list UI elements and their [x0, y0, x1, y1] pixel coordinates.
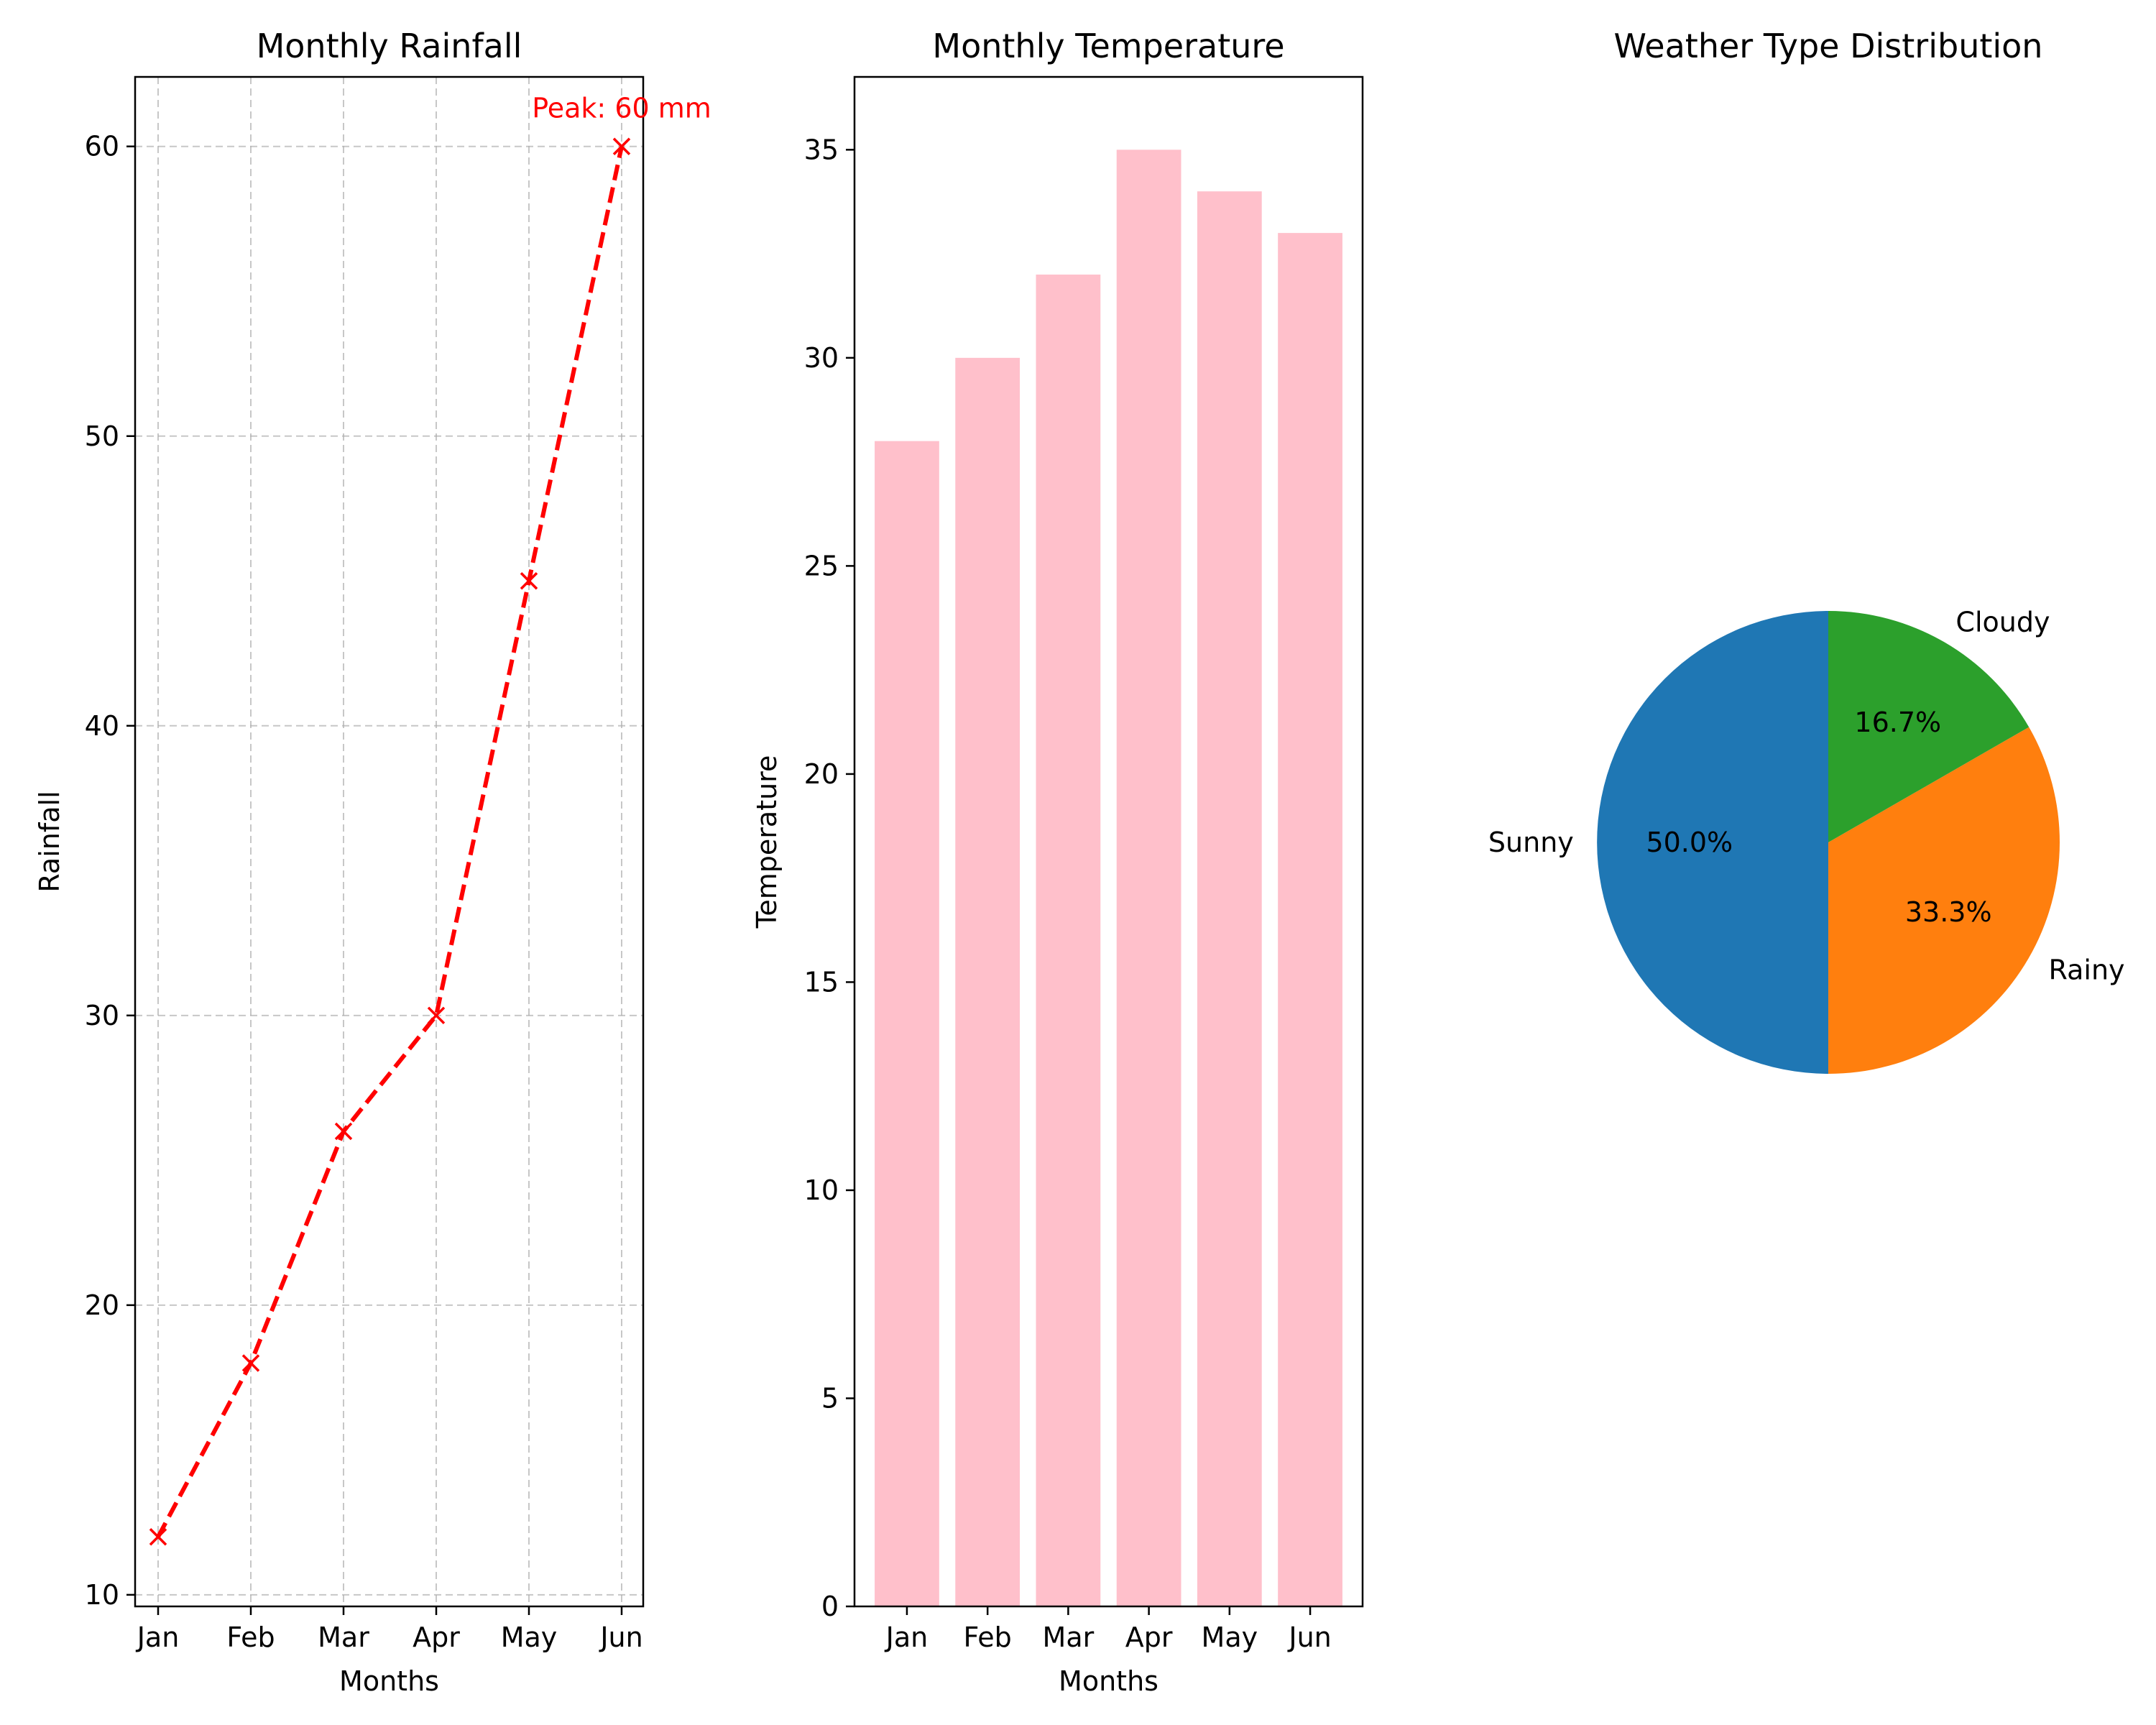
temperature-ticks: 0 5 10 15 20 25 30 35 Jan Feb Mar Apr May Jun [804, 134, 1332, 1653]
temperature-y-tick-label: 0 [821, 1591, 839, 1622]
temperature-y-tick-label: 10 [804, 1174, 839, 1206]
temperature-x-tick-label: Apr [1125, 1622, 1173, 1653]
rainfall-x-tick-label: Apr [413, 1622, 460, 1653]
rainfall-x-tick-label: Jan [136, 1622, 180, 1653]
pie-pct-label: 50.0% [1646, 827, 1733, 858]
temperature-bar [875, 441, 939, 1606]
pie-slices [1597, 611, 2060, 1074]
temperature-y-tick-label: 35 [804, 134, 839, 165]
rainfall-x-tick-label: Feb [226, 1622, 275, 1653]
pie-slice-cloudy [1828, 611, 2030, 842]
rainfall-x-tick-label: Jun [599, 1622, 642, 1653]
temperature-bar-chart: 0 5 10 15 20 25 30 35 Jan Feb Mar Apr May Jun Monthly… [751, 27, 1364, 1697]
rainfall-y-tick-label: 10 [85, 1579, 119, 1611]
rainfall-point [612, 137, 631, 155]
pie-slice-sunny [1597, 611, 1828, 1074]
rainfall-x-tick-label: May [501, 1622, 558, 1653]
rainfall-axes-frame [134, 75, 645, 1608]
rainfall-peak-annotation: Peak: 60 mm [532, 93, 711, 124]
rainfall-line-chart: 10 20 30 40 50 60 Jan Feb Mar Apr May Jun Monthly R… [34, 27, 711, 1697]
temperature-bar [955, 357, 1021, 1606]
rainfall-ticks: 10 20 30 40 50 60 Jan Feb Mar Apr May Jun [85, 131, 643, 1653]
pie-slice-rainy [1828, 727, 2060, 1074]
rainfall-point [520, 572, 538, 590]
rainfall-point [427, 1006, 446, 1025]
temperature-chart-title: Monthly Temperature [932, 27, 1284, 65]
temperature-y-tick-label: 20 [804, 758, 839, 790]
rainfall-point [149, 1528, 167, 1546]
rainfall-x-axis-label: Months [339, 1665, 439, 1697]
temperature-y-tick-label: 30 [804, 342, 839, 374]
rainfall-grid [135, 77, 643, 1606]
pie-label: Rainy [2049, 954, 2125, 985]
rainfall-series [149, 137, 631, 1546]
temperature-x-tick-label: Jun [1287, 1622, 1331, 1653]
temperature-x-tick-label: Mar [1043, 1622, 1095, 1653]
temperature-y-axis-label: Temperature [751, 755, 783, 929]
rainfall-y-tick-label: 60 [85, 131, 119, 162]
rainfall-line [156, 146, 624, 1538]
pie-pct-label: 16.7% [1854, 707, 1941, 738]
temperature-axes-frame [853, 75, 1364, 1608]
temperature-bar [1116, 150, 1181, 1606]
temperature-bars [875, 150, 1342, 1607]
rainfall-y-tick-label: 30 [85, 1000, 119, 1031]
temperature-x-tick-label: Feb [964, 1622, 1012, 1653]
temperature-bar [1197, 191, 1262, 1607]
temperature-bar [1036, 275, 1101, 1606]
rainfall-y-axis-label: Rainfall [34, 791, 65, 892]
pie-pct-label: 33.3% [1905, 896, 1992, 928]
temperature-bar [1278, 233, 1342, 1607]
pie-label: Cloudy [1955, 606, 2050, 638]
temperature-y-tick-label: 5 [821, 1382, 839, 1414]
rainfall-chart-title: Monthly Rainfall [257, 27, 522, 65]
rainfall-x-tick-label: Mar [318, 1622, 369, 1653]
rainfall-y-tick-label: 40 [85, 710, 119, 742]
pie-labels: Sunny 50.0% Rainy 33.3% Cloudy 16.7% [1488, 606, 2125, 985]
temperature-y-tick-label: 25 [804, 550, 839, 581]
rainfall-point [334, 1122, 353, 1141]
temperature-x-axis-label: Months [1059, 1665, 1158, 1697]
rainfall-y-tick-label: 50 [85, 420, 119, 452]
temperature-x-tick-label: May [1202, 1622, 1258, 1653]
pie-label: Sunny [1488, 827, 1574, 858]
weather-type-pie-chart: Sunny 50.0% Rainy 33.3% Cloudy 16.7% Weather … [1488, 27, 2125, 1074]
temperature-y-tick-label: 15 [804, 966, 839, 998]
rainfall-y-tick-label: 20 [85, 1289, 119, 1321]
pie-chart-title: Weather Type Distribution [1614, 27, 2043, 65]
rainfall-point [241, 1354, 260, 1372]
temperature-x-tick-label: Jan [885, 1622, 929, 1653]
